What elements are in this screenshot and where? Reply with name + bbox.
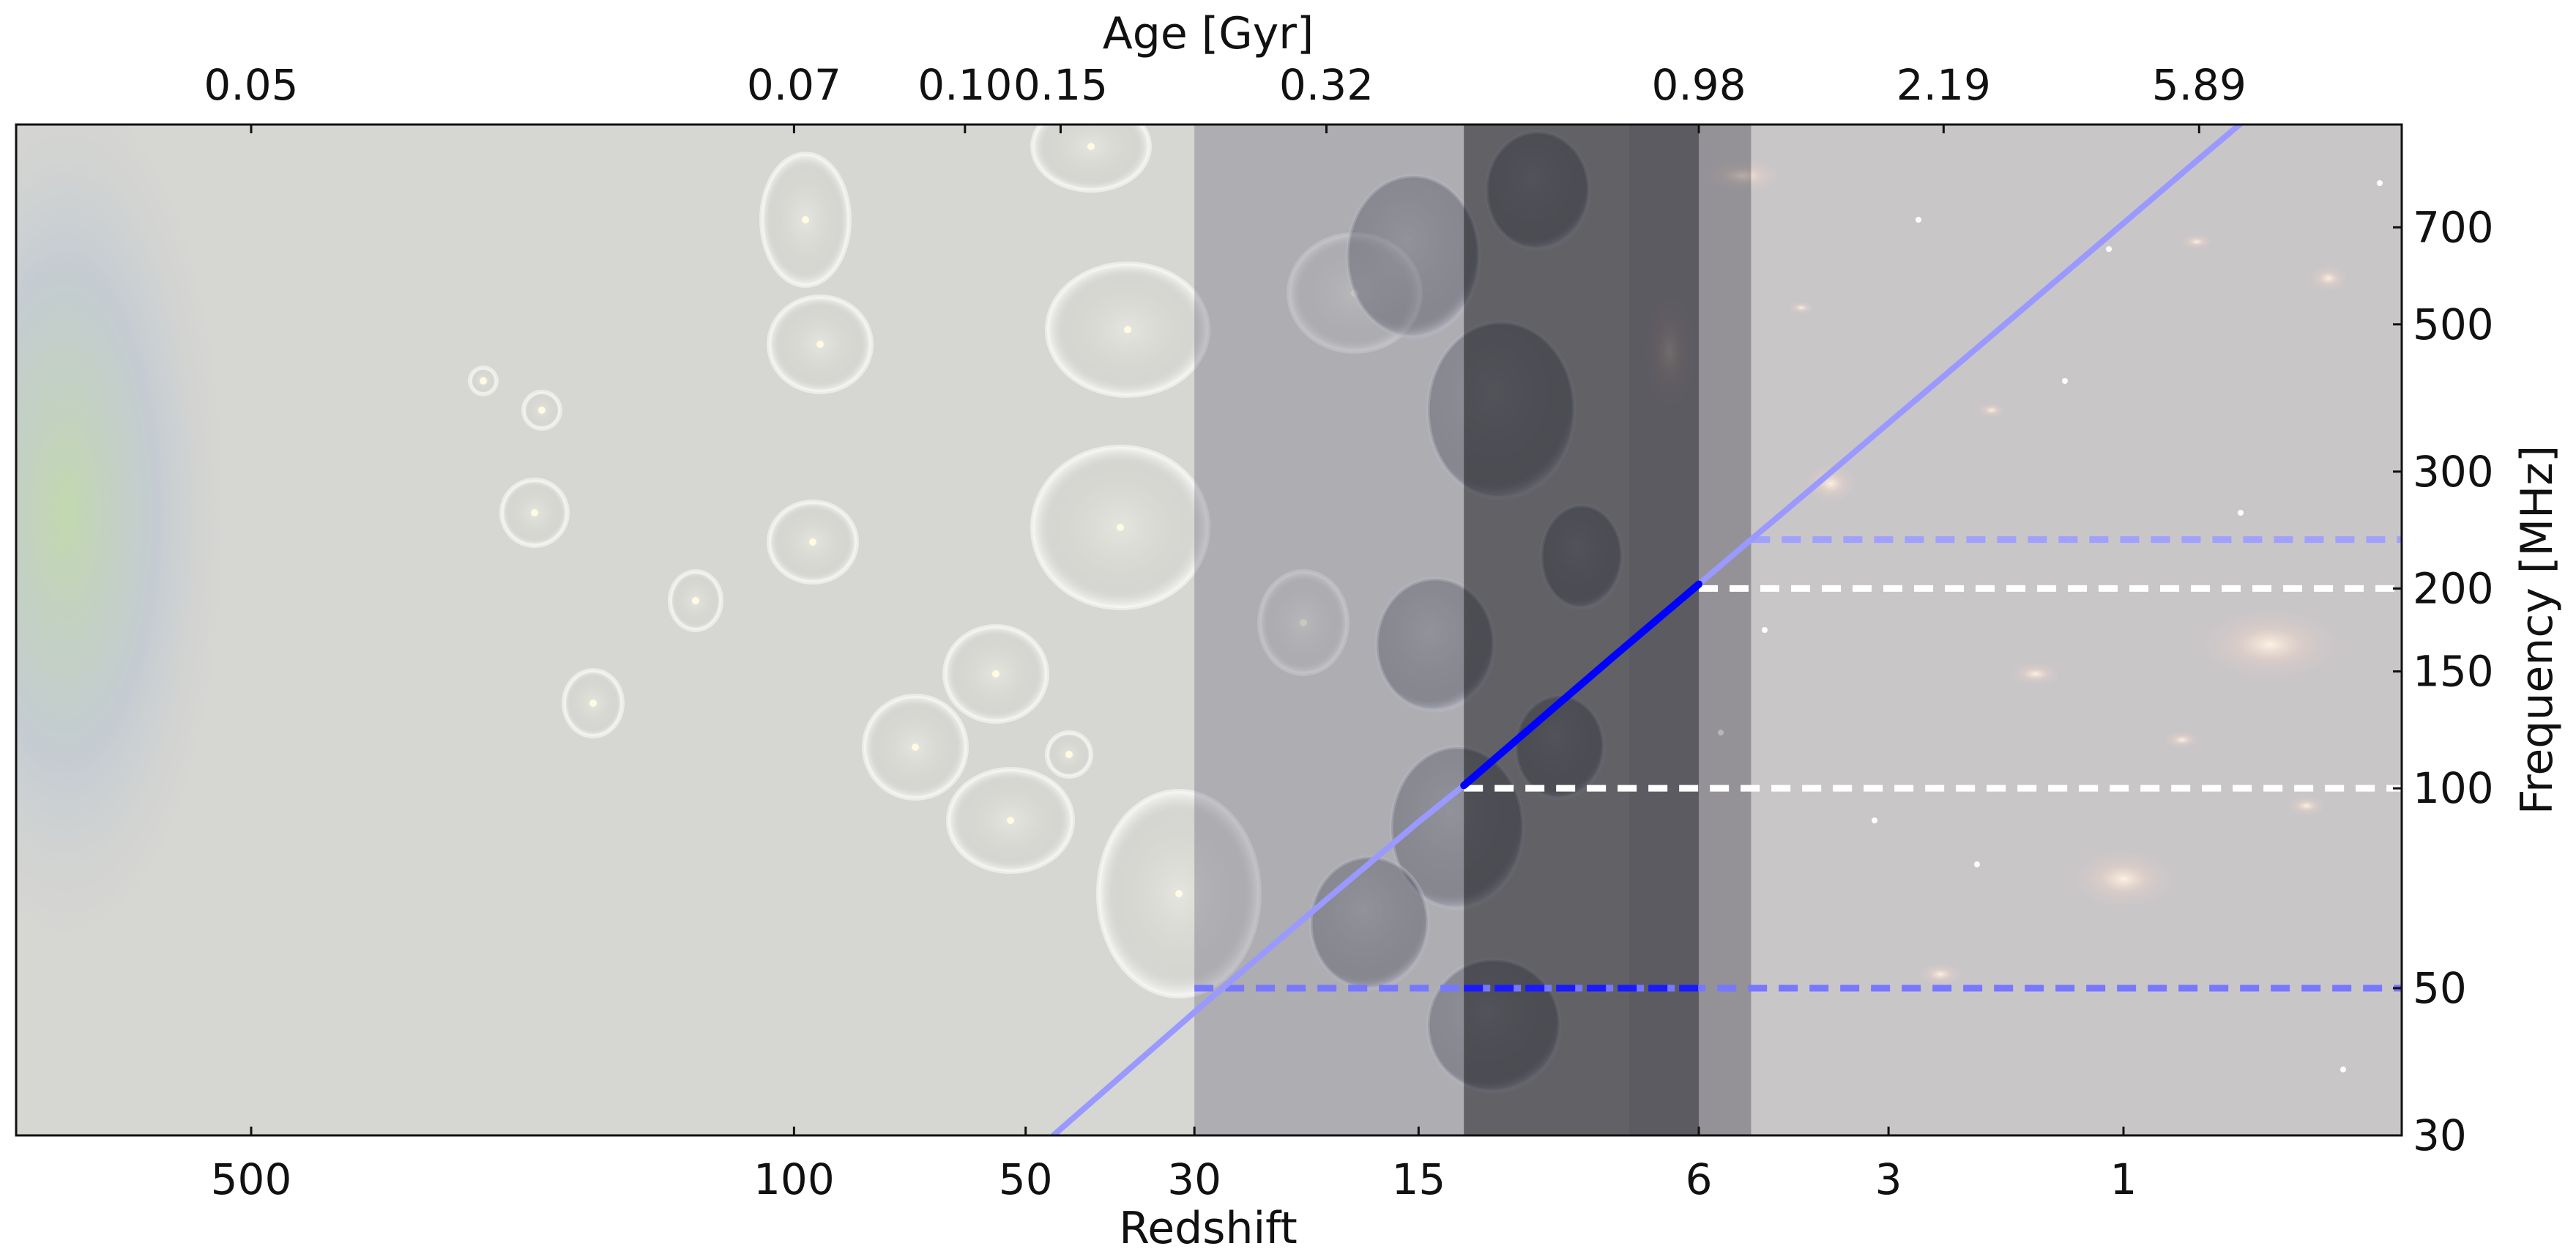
star-dot [1087,143,1095,150]
star-dot [1872,817,1877,823]
frequency-curves [1050,125,2243,1135]
top-tick-label: 0.32 [1279,60,1374,110]
reference-lines [1194,536,2402,992]
top-tick-label: 0.98 [1651,60,1746,110]
galaxy [1801,461,1860,505]
top-tick-label: 0.05 [204,60,298,110]
star-dot [2238,510,2244,516]
y-tick-label: 200 [2413,563,2494,613]
top-tick-label: 0.10 [917,60,1012,110]
top-axis-label: Age [Gyr] [1103,8,1314,59]
star-dot [1117,524,1124,531]
background-illustration [16,125,2402,1135]
galaxy [1915,961,1966,987]
frequency-curve-highlight [1460,580,1703,790]
y-tick-label: 50 [2413,963,2467,1013]
star-dot [912,744,919,751]
x-tick-label: 100 [753,1154,835,1204]
y-tick-label: 150 [2413,647,2494,697]
star-dot [1124,326,1131,333]
y-tick-label: 100 [2413,763,2494,813]
galaxy [2162,730,2203,750]
star-dot [2377,180,2383,186]
y-tick-label: 700 [2413,202,2494,252]
star-dot [589,700,597,707]
galaxy [2285,794,2329,817]
top-tick-label: 0.07 [747,60,841,110]
star-dot [1916,217,1921,223]
galaxy [2189,604,2350,685]
y-axis-ticks: 700 500 300 200 150 100 50 30 [2393,202,2494,1160]
shaded-band [1699,125,1752,1135]
x-tick-label: 1 [2110,1154,2137,1204]
plot-frame [15,123,2403,1137]
ionized-bubble [1030,125,1152,193]
star-dot [992,670,999,678]
star-dot [1974,861,1980,867]
galaxy [2065,846,2182,912]
x-tick-label: 15 [1391,1154,1445,1204]
star-dot [816,341,824,348]
star-dot [480,377,487,385]
shaded-band [1464,125,1700,1135]
x-tick-label: 30 [1167,1154,1221,1204]
star-dot [2340,1067,2346,1072]
x-tick-label: 3 [1875,1154,1902,1204]
star-dot [692,597,699,604]
x-axis-label: Redshift [1119,1203,1298,1254]
galaxy [1787,300,1816,315]
star-dot [802,216,809,223]
x-axis-ticks: 500 100 50 30 15 6 3 1 [211,1127,2137,1204]
star-dot [2062,378,2068,384]
shaded-bands [1194,125,1752,1135]
x-tick-label: 6 [1686,1154,1713,1204]
x-tick-label: 50 [999,1154,1053,1204]
star-dot [1065,751,1073,758]
star-dot [1175,890,1183,897]
x-tick-label: 500 [211,1154,292,1204]
star-dot [1718,730,1724,735]
star-dot [1007,817,1014,824]
galaxy [2307,264,2350,293]
top-tick-label: 2.19 [1896,60,1991,110]
star-dot [2106,246,2112,252]
galaxy [1699,157,1787,195]
top-axis-ticks: 0.05 0.07 0.10 0.15 0.32 0.98 2.19 5.89 [204,60,2246,133]
star-dot [809,538,816,546]
star-dot [531,509,538,516]
y-tick-label: 300 [2413,447,2494,497]
y-axis-label: Frequency [MHz] [2512,445,2563,815]
y-tick-label: 30 [2413,1110,2467,1160]
top-tick-label: 0.15 [1013,60,1108,110]
top-tick-label: 5.89 [2152,60,2246,110]
star-dot [1300,619,1307,626]
star-dot [538,407,546,414]
galaxy [1976,401,2008,419]
galaxy [2178,233,2215,251]
galaxy [2006,661,2065,687]
galaxy-field [1640,157,2383,1072]
y-tick-label: 500 [2413,300,2494,349]
star-dot [1762,627,1768,633]
shaded-band [1194,125,1464,1135]
cmb-glow [16,125,234,967]
